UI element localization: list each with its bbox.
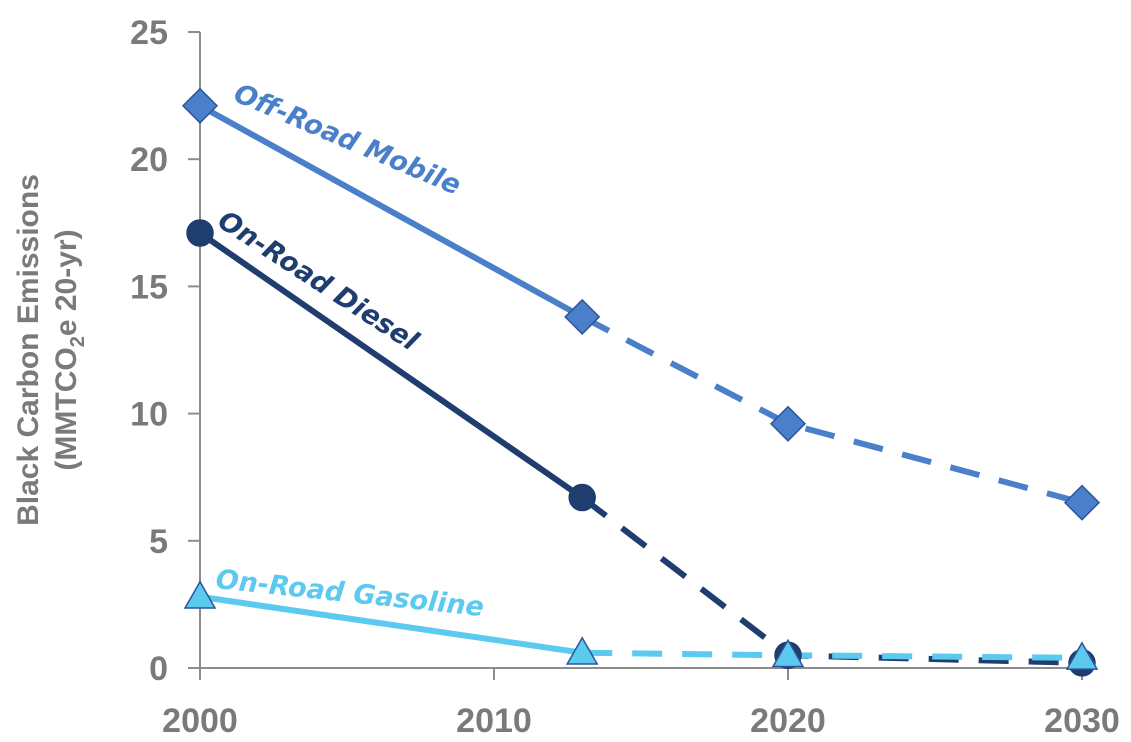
y-tick-label: 25 [130,14,168,52]
y-axis-title-line2: (MMTCO2e 20-yr) [50,229,89,470]
y-axis-title-subscript: 2 [67,336,89,347]
on-road-diesel-label: On-Road Diesel [212,205,424,358]
y-tick-label: 0 [149,650,168,688]
on-road-gasoline-marker [183,580,217,609]
off-road-mobile-marker [564,298,601,335]
on-road-gasoline-marker [771,638,805,668]
y-tick-label: 5 [149,523,168,561]
on-road-gasoline-label: On-Road Gasoline [214,564,485,623]
x-tick-labels: 2000 2010 2020 2030 [162,702,1120,740]
off-road-mobile-dashed-line [580,314,1083,506]
on-road-gasoline-marker [565,636,599,665]
on-road-diesel-marker [568,483,596,512]
on-road-diesel-marker [186,219,214,247]
x-tick-label: 2020 [750,702,826,740]
off-road-mobile-marker [181,87,219,124]
axes [199,32,1088,669]
off-road-mobile-marker [1063,484,1101,521]
y-tick-labels: 0 5 10 15 20 25 [130,14,168,688]
x-tick-label: 2010 [456,702,532,740]
y-axis-title-unit-end: e 20-yr) [50,229,83,336]
x-tick-label: 2030 [1044,702,1120,740]
y-axis-title-unit-start: (MMTCO [50,347,83,470]
on-road-gasoline-solid-line [199,593,583,656]
y-tick-label: 10 [130,396,168,434]
on-road-diesel-dashed-line [580,495,1083,666]
off-road-mobile-solid-line [198,103,584,320]
on-road-diesel-solid-line [198,230,584,501]
y-tick-label: 20 [130,141,168,179]
series-markers [181,87,1101,677]
y-axis-title: Black Carbon Emissions (MMTCO2e 20-yr) [12,174,89,526]
x-tick-label: 2000 [162,702,238,740]
on-road-gasoline-marker [1065,641,1099,670]
y-axis-title-line1: Black Carbon Emissions [12,174,45,526]
off-road-mobile-marker [769,405,807,442]
y-tick-label: 15 [130,268,168,306]
